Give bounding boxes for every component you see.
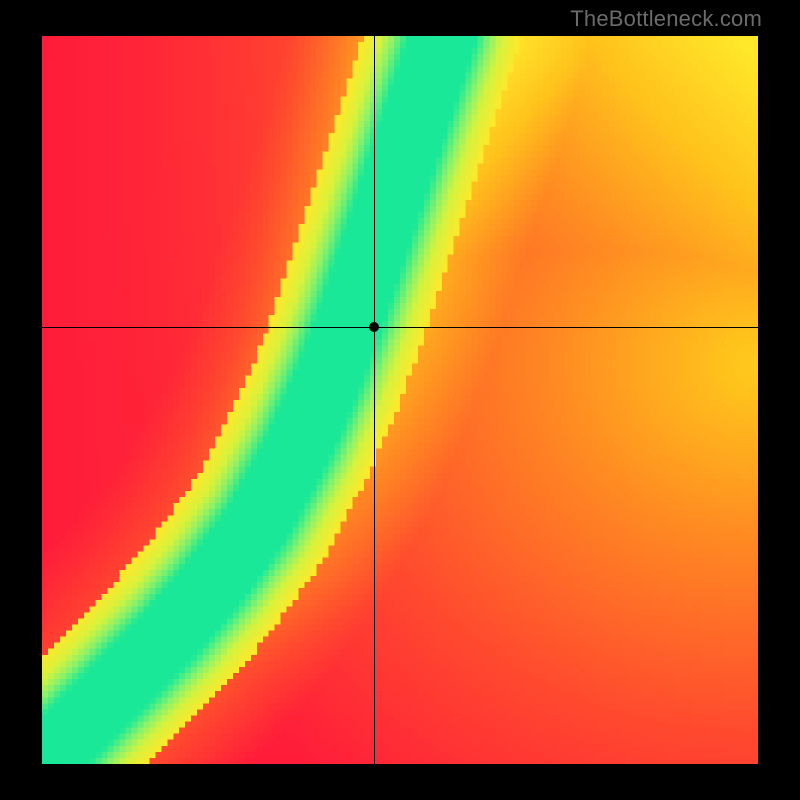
- crosshair-horizontal: [42, 327, 758, 328]
- crosshair-marker: [369, 322, 379, 332]
- canvas-wrap: [42, 36, 758, 764]
- plot-area: [42, 36, 758, 764]
- crosshair-vertical: [374, 36, 375, 764]
- heatmap-canvas: [42, 36, 758, 764]
- watermark-text: TheBottleneck.com: [570, 6, 762, 32]
- chart-container: { "watermark": { "text": "TheBottleneck.…: [0, 0, 800, 800]
